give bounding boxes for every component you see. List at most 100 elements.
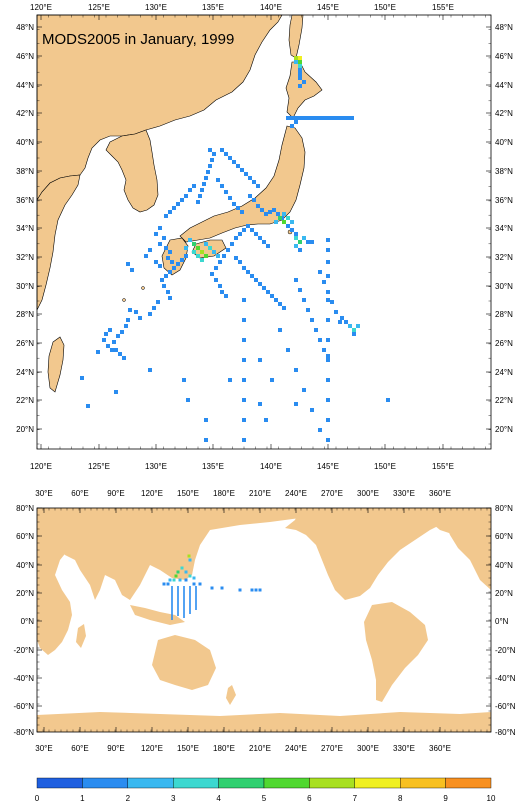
observation-cell <box>218 284 222 288</box>
observation-cell <box>272 208 276 212</box>
lon-label-bottom: 120°E <box>141 744 163 753</box>
observation-cell <box>352 332 356 336</box>
observation-cell <box>266 290 270 294</box>
observation-cell <box>286 116 290 120</box>
observation-cell <box>196 246 200 250</box>
lat-label-right: 20°N <box>495 589 513 598</box>
lat-label-left: 20°N <box>16 589 34 598</box>
observation-cell <box>156 300 160 304</box>
observation-cell <box>248 176 252 180</box>
observation-cell <box>168 270 172 274</box>
observation-cell <box>86 404 90 408</box>
lat-label-left: 32°N <box>16 253 34 262</box>
lon-label-bottom: 60°E <box>71 744 88 753</box>
observation-cell <box>306 240 310 244</box>
observation-cell <box>326 318 330 322</box>
observation-cell <box>170 260 174 264</box>
observation-cell <box>148 312 152 316</box>
observation-cell <box>264 212 268 216</box>
observation-cell <box>224 190 228 194</box>
observation-cell <box>282 306 286 310</box>
lat-label-right: 44°N <box>495 81 513 90</box>
north-america-land <box>285 508 450 600</box>
observation-cell <box>242 398 246 402</box>
observation-cell <box>110 348 114 352</box>
observation-cell <box>298 288 302 292</box>
bottom-map-axis-ticks: 30°E 30°E 60°E 60°E 90°E 90°E 120°E 120°E 150°E 1… <box>13 489 515 753</box>
lon-label-top: 360°E <box>429 489 451 498</box>
honshu-land <box>179 125 306 243</box>
lat-label-right: 32°N <box>495 253 513 262</box>
observation-cell <box>176 262 180 266</box>
observation-cell <box>162 236 166 240</box>
observation-cell <box>192 250 196 254</box>
colorbar-segment <box>309 777 355 789</box>
observation-cell <box>342 116 346 120</box>
lat-label-right: 24°N <box>495 368 513 377</box>
antarctica-land <box>37 712 491 732</box>
observation-cell <box>326 398 330 402</box>
observation-cell <box>198 194 202 198</box>
colorbar-label: 2 <box>126 794 131 803</box>
observation-cell <box>242 418 246 422</box>
lon-label-top: 150°E <box>177 489 199 498</box>
lon-label-top: 270°E <box>321 489 343 498</box>
observation-cell <box>214 278 218 282</box>
observation-cell <box>326 418 330 422</box>
observation-cell <box>262 286 266 290</box>
observation-cell <box>278 302 282 306</box>
observation-cell <box>228 378 232 382</box>
colorbar-label: 10 <box>487 794 496 803</box>
lat-label-left: 0°N <box>21 617 35 626</box>
observation-cell <box>252 180 256 184</box>
observation-cell <box>298 116 302 120</box>
observation-cell <box>188 188 192 192</box>
lat-label-right: 26°N <box>495 339 513 348</box>
lat-label-right: 42°N <box>495 109 513 118</box>
observation-cell <box>126 262 130 266</box>
lat-label-right: 0°N <box>495 617 509 626</box>
observation-cell <box>180 198 184 202</box>
observation-cell <box>340 316 344 320</box>
observation-cell <box>322 280 326 284</box>
observation-cell <box>216 254 220 258</box>
observation-cell <box>314 116 318 120</box>
lat-label-left: 42°N <box>16 109 34 118</box>
observation-cell <box>204 176 208 180</box>
observation-cell <box>258 236 262 240</box>
observation-cell <box>242 438 246 442</box>
observation-cell <box>192 582 196 586</box>
observation-cell <box>180 258 184 262</box>
africa-europe-land <box>37 508 120 655</box>
observation-cell <box>238 232 242 236</box>
top-map: MODS2005 in January, 1999 120°E 120°E 125°… <box>16 3 513 471</box>
observation-cell <box>298 76 302 80</box>
observation-cell <box>326 238 330 242</box>
lat-label-left: -20°N <box>13 646 34 655</box>
observation-cell <box>326 116 330 120</box>
observation-cell <box>168 578 172 582</box>
observation-cell <box>106 344 110 348</box>
observation-cell <box>166 290 170 294</box>
new-zealand-land <box>226 685 236 705</box>
observation-cell <box>174 574 178 578</box>
observation-cell <box>242 318 246 322</box>
observation-cell <box>234 236 238 240</box>
lat-label-right: 34°N <box>495 224 513 233</box>
colorbar-segment <box>400 777 446 789</box>
observation-cell <box>322 348 326 352</box>
observation-cell <box>258 402 262 406</box>
kyushu-land <box>161 237 189 276</box>
observation-cell <box>294 120 298 124</box>
observation-cell <box>298 60 302 64</box>
lat-label-right: 48°N <box>495 23 513 32</box>
lon-label-top: 330°E <box>393 489 415 498</box>
observation-cell <box>326 248 330 252</box>
observation-cell <box>326 378 330 382</box>
observation-cell <box>298 84 302 88</box>
observation-cell <box>294 232 298 236</box>
observation-cell <box>172 206 176 210</box>
observation-cell <box>200 188 204 192</box>
observation-cell <box>264 418 268 422</box>
observation-cell <box>212 152 216 156</box>
